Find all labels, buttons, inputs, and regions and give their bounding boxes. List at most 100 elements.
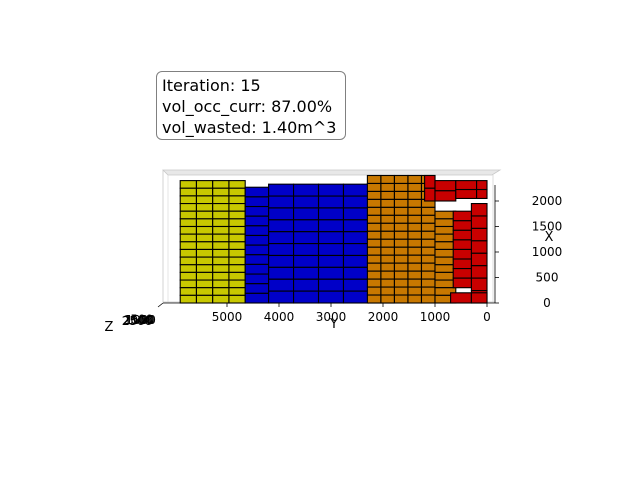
packed-box — [420, 222, 436, 232]
packed-box — [268, 195, 295, 209]
packed-box — [212, 287, 230, 296]
packed-box — [228, 294, 246, 304]
packed-box — [317, 254, 345, 268]
packed-box — [366, 174, 382, 185]
packed-box — [455, 180, 478, 191]
packed-box — [470, 203, 488, 217]
packed-box — [380, 190, 395, 200]
packed-box — [380, 198, 395, 208]
packed-box — [366, 198, 382, 208]
volume-wasted-text: vol_wasted: 1.40m^3 — [162, 118, 337, 137]
z-tick-label: 1500 — [124, 313, 155, 327]
packed-box — [393, 222, 409, 232]
packed-box — [268, 278, 295, 292]
packed-box — [293, 183, 320, 197]
packed-box — [212, 233, 230, 243]
packed-box — [380, 174, 395, 185]
packed-box — [195, 248, 214, 258]
y-tick-label: 3000 — [316, 310, 347, 324]
packed-box — [407, 294, 423, 304]
back-pane-top — [162, 169, 502, 176]
packed-box — [393, 230, 409, 240]
packed-box — [393, 214, 409, 224]
packed-box — [380, 214, 395, 224]
packed-box — [228, 195, 246, 205]
packed-box — [195, 180, 214, 189]
packed-box — [268, 290, 295, 304]
packed-box — [212, 271, 230, 281]
packed-box — [212, 203, 230, 212]
x-tick-label: 500 — [536, 271, 559, 285]
packed-box — [195, 195, 214, 205]
packed-box — [228, 287, 246, 296]
packed-box — [268, 183, 295, 197]
packed-box — [212, 180, 230, 189]
packed-box — [268, 231, 295, 245]
packed-box — [380, 278, 395, 288]
packed-box — [407, 270, 423, 280]
packed-box — [380, 206, 395, 216]
packed-box — [293, 290, 320, 304]
packed-box — [293, 243, 320, 257]
packed-box — [470, 292, 488, 304]
packed-box — [380, 262, 395, 272]
packed-box — [407, 254, 423, 264]
packed-box — [195, 187, 214, 197]
packed-box — [424, 187, 436, 202]
packed-box — [212, 279, 230, 289]
volume-occupied-text: vol_occ_curr: 87.00% — [162, 97, 333, 116]
packed-box — [228, 203, 246, 212]
packed-box — [380, 246, 395, 256]
packed-box — [179, 264, 197, 273]
packed-box — [179, 203, 197, 212]
packed-box — [228, 233, 246, 243]
packed-box — [179, 195, 197, 205]
packed-box — [293, 278, 320, 292]
packed-box — [179, 180, 197, 189]
packed-box — [244, 225, 270, 237]
z-tick-label: 2000 — [123, 314, 154, 328]
y-axis-label: Y — [329, 317, 338, 332]
packed-box — [244, 283, 270, 294]
packed-box — [366, 214, 382, 224]
packed-box — [393, 206, 409, 216]
packed-box — [293, 266, 320, 280]
packed-box — [212, 241, 230, 251]
x-axis: X — [494, 185, 554, 303]
packed-box — [195, 287, 214, 296]
packed-box — [195, 218, 214, 228]
packed-box — [212, 218, 230, 228]
packed-box — [380, 254, 395, 264]
packed-box — [407, 262, 423, 272]
packed-box — [470, 215, 488, 229]
packed-box — [470, 265, 488, 279]
packed-box — [228, 187, 246, 197]
packed-box — [342, 278, 369, 292]
packed-box — [420, 230, 436, 240]
packed-box — [195, 203, 214, 212]
packed-box — [434, 190, 457, 202]
packed-box — [393, 190, 409, 200]
packed-box — [179, 225, 197, 235]
packed-box — [179, 241, 197, 251]
iteration-text: Iteration: 15 — [162, 76, 261, 95]
packed-box — [179, 294, 197, 304]
packed-box — [195, 233, 214, 243]
packed-box — [476, 188, 488, 199]
packed-box — [380, 222, 395, 232]
packed-box — [228, 180, 246, 189]
packed-box — [420, 262, 436, 272]
packed-box — [342, 183, 369, 197]
packed-box — [407, 230, 423, 240]
packed-box — [420, 270, 436, 280]
packed-box — [420, 238, 436, 248]
packed-box — [317, 207, 345, 221]
packed-box — [212, 210, 230, 220]
packed-box — [342, 254, 369, 268]
z-tick-label: 500 — [130, 312, 153, 326]
packed-box — [366, 246, 382, 256]
z-axis-label: Z — [105, 320, 114, 335]
packed-box — [293, 195, 320, 209]
